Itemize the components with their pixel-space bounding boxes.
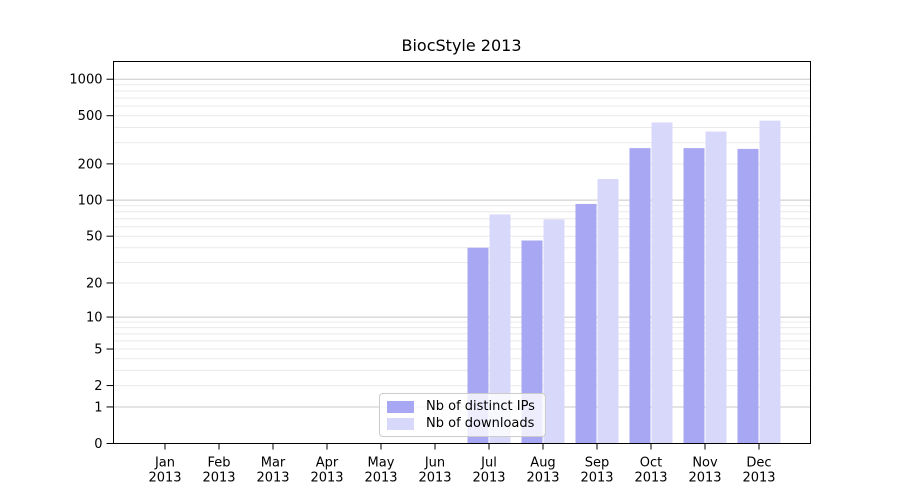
x-tick-label-month: Feb — [207, 456, 230, 471]
y-tick-label: 5 — [94, 343, 102, 358]
x-tick-label-year: 2013 — [742, 471, 775, 486]
x-tick-label-month: Aug — [530, 456, 555, 471]
x-tick-label-year: 2013 — [526, 471, 559, 486]
x-tick-label-month: Sep — [585, 456, 610, 471]
bar-downloads-jul — [489, 214, 511, 444]
bar-distinct-ips-sep — [575, 203, 597, 444]
x-tick-label-month: Dec — [746, 456, 771, 471]
legend-label-distinct-ips: Nb of distinct IPs — [426, 399, 535, 414]
x-tick-label-year: 2013 — [310, 471, 343, 486]
x-tick-label-year: 2013 — [688, 471, 721, 486]
bar-downloads-dec — [759, 120, 781, 444]
x-tick-label-year: 2013 — [202, 471, 235, 486]
y-tick-label: 20 — [86, 276, 103, 291]
bar-distinct-ips-dec — [737, 148, 759, 444]
legend-item-distinct-ips: Nb of distinct IPs — [387, 398, 539, 415]
legend-swatch-downloads-icon — [387, 417, 414, 430]
y-tick-label: 1 — [94, 400, 102, 415]
legend: Nb of distinct IPs Nb of downloads — [379, 393, 546, 437]
bar-distinct-ips-aug — [521, 240, 543, 444]
x-tick-label-year: 2013 — [580, 471, 613, 486]
bar-distinct-ips-oct — [629, 148, 651, 444]
y-tick-label: 0 — [94, 437, 102, 452]
x-tick-label-year: 2013 — [364, 471, 397, 486]
bar-downloads-sep — [597, 178, 619, 444]
bar-downloads-nov — [705, 131, 727, 444]
chart-title: BiocStyle 2013 — [401, 36, 522, 55]
x-tick-label-month: Jun — [424, 456, 445, 471]
x-tick-label-month: Jul — [480, 456, 497, 471]
y-tick-label: 10 — [86, 311, 103, 326]
y-tick-label: 50 — [86, 230, 103, 245]
legend-label-downloads: Nb of downloads — [426, 416, 535, 431]
y-tick-label: 500 — [78, 109, 103, 124]
x-tick-label-year: 2013 — [148, 471, 181, 486]
x-tick-label-year: 2013 — [418, 471, 451, 486]
x-tick-label-month: Jan — [154, 456, 175, 471]
x-tick-label-year: 2013 — [256, 471, 289, 486]
x-tick-label-month: Oct — [640, 456, 662, 471]
bar-distinct-ips-nov — [683, 148, 705, 444]
y-tick-label: 200 — [78, 157, 103, 172]
bar-downloads-oct — [651, 122, 673, 444]
bar-downloads-aug — [543, 219, 565, 444]
y-tick-label: 100 — [78, 194, 103, 209]
x-tick-label-month: Apr — [316, 456, 339, 471]
x-tick-label-year: 2013 — [472, 471, 505, 486]
legend-swatch-distinct-ips-icon — [387, 400, 414, 413]
legend-item-downloads: Nb of downloads — [387, 415, 539, 432]
y-tick-label: 2 — [94, 379, 102, 394]
x-tick-label-month: Nov — [692, 456, 718, 471]
x-tick-label-month: Mar — [261, 456, 286, 471]
y-tick-label: 1000 — [69, 73, 102, 88]
x-tick-label-year: 2013 — [634, 471, 667, 486]
plot-border — [113, 61, 811, 444]
x-tick-label-month: May — [368, 456, 395, 471]
